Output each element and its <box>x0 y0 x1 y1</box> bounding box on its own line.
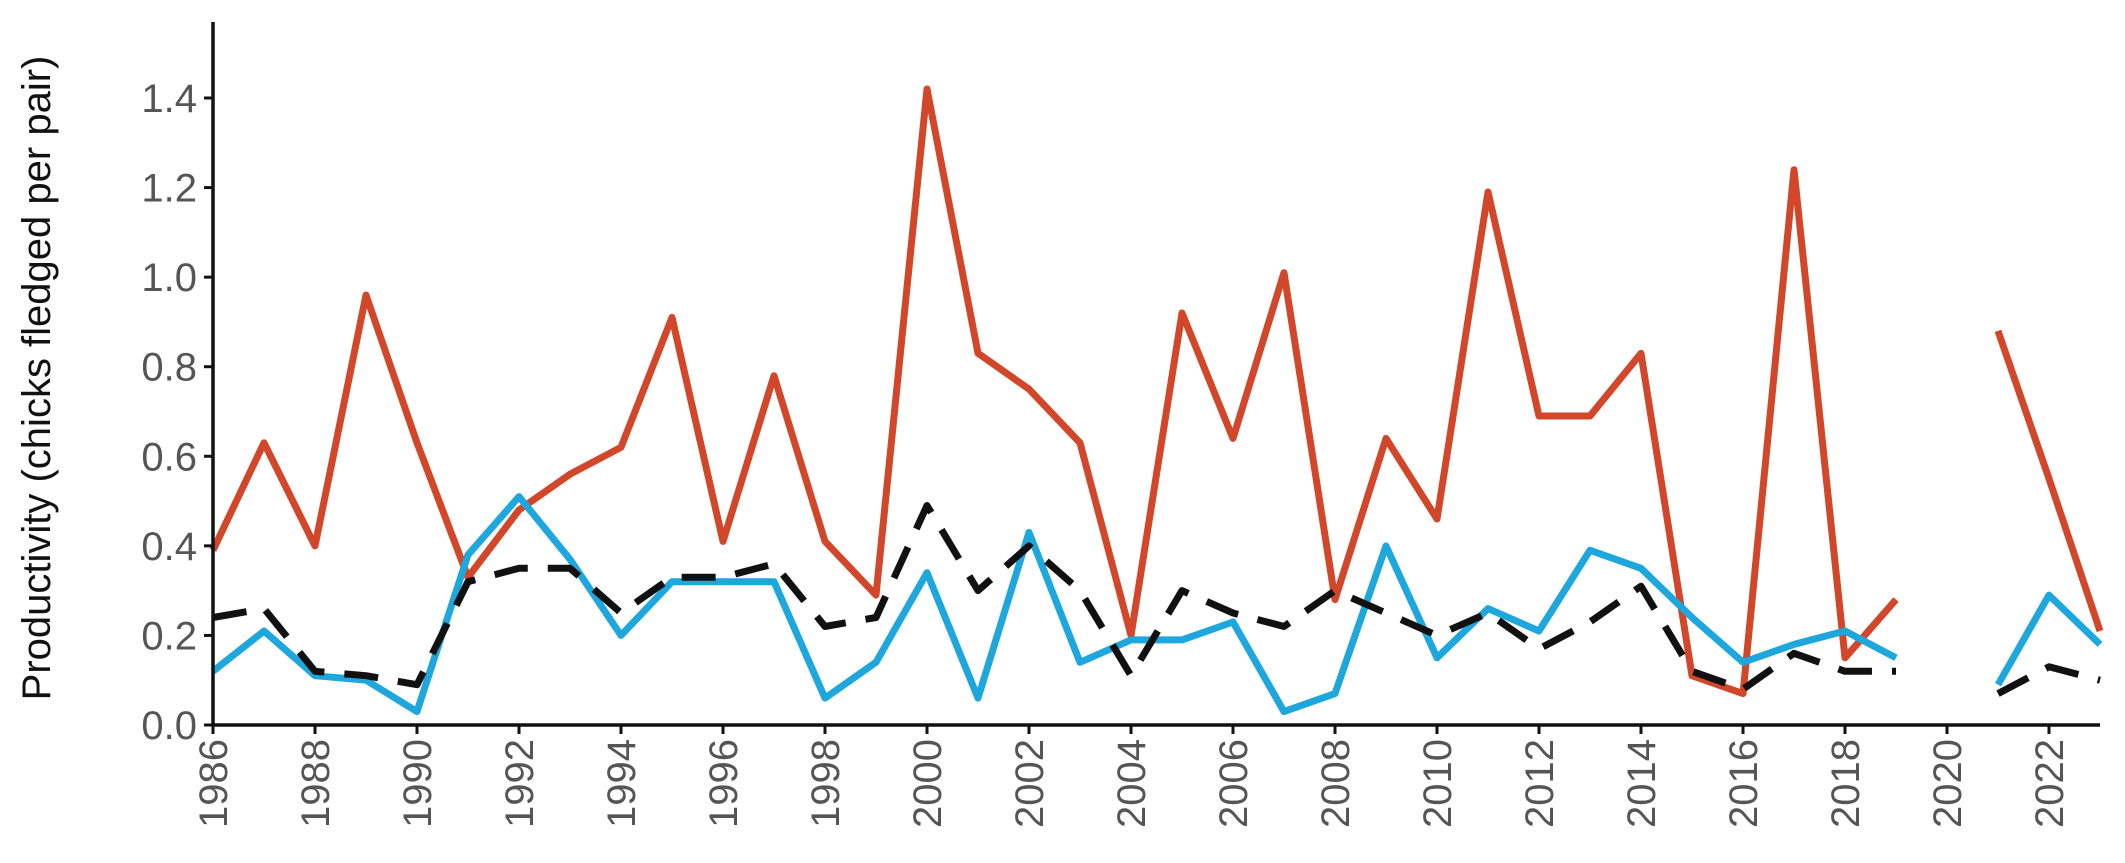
x-tick-label: 2022 <box>2028 739 2072 828</box>
y-tick-label: 1.4 <box>141 77 197 121</box>
x-axis-ticks: 1986 1988 1990 1992 1994 1996 1998 2000 2002 2004… <box>192 725 2072 828</box>
x-tick-label: 1996 <box>702 739 746 828</box>
series-layer <box>209 85 2104 716</box>
series-1 <box>210 493 2103 716</box>
x-tick-label: 2004 <box>1110 739 1154 828</box>
series-line <box>1994 591 2103 687</box>
x-tick-label: 2010 <box>1416 739 1460 828</box>
series-line <box>209 85 1899 698</box>
x-tick-label: 2002 <box>1008 739 1052 828</box>
series-line <box>210 493 1898 716</box>
series-0 <box>209 85 2104 698</box>
series-line <box>1994 329 2104 633</box>
series-2 <box>212 502 2101 697</box>
y-tick-label: 1.0 <box>141 256 197 300</box>
x-tick-label: 2014 <box>1620 739 1664 828</box>
x-tick-label: 1990 <box>396 739 440 828</box>
x-tick-label: 1988 <box>294 739 338 828</box>
x-tick-label: 2018 <box>1824 739 1868 828</box>
x-tick-label: 2006 <box>1212 739 1256 828</box>
y-axis-ticks: 0.0 0.2 0.4 0.6 0.8 1.0 1.2 1.4 <box>141 77 213 748</box>
y-tick-label: 0.0 <box>141 704 197 748</box>
series-line <box>212 502 1896 693</box>
y-tick-label: 0.2 <box>141 614 197 658</box>
x-tick-label: 2020 <box>1926 739 1970 828</box>
x-tick-label: 1992 <box>498 739 542 828</box>
y-axis-title: Productivity (chicks fledged per pair) <box>15 56 59 701</box>
x-tick-label: 2000 <box>906 739 950 828</box>
y-tick-label: 1.2 <box>141 167 197 211</box>
x-tick-label: 1998 <box>804 739 848 828</box>
x-tick-label: 1994 <box>600 739 644 828</box>
y-tick-label: 0.6 <box>141 435 197 479</box>
x-tick-label: 2012 <box>1518 739 1562 828</box>
x-tick-label: 2016 <box>1722 739 1766 828</box>
x-tick-label: 2008 <box>1314 739 1358 828</box>
y-tick-label: 0.4 <box>141 525 197 569</box>
y-tick-label: 0.8 <box>141 346 197 390</box>
series-line <box>1996 663 2101 697</box>
x-tick-label: 1986 <box>192 739 236 828</box>
